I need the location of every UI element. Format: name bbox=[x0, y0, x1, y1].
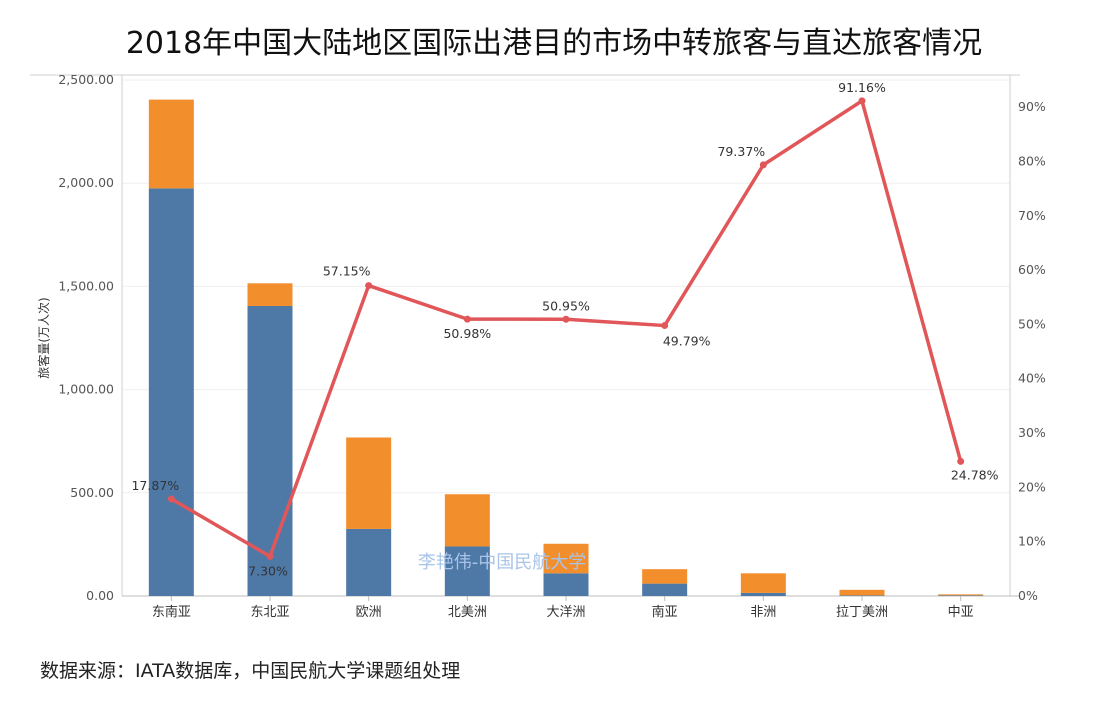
source-note: 数据来源：IATA数据库，中国民航大学课题组处理 bbox=[40, 660, 461, 682]
bar-blue bbox=[938, 595, 984, 596]
y-tick-label: 1,500.00 bbox=[58, 278, 114, 293]
bar-orange bbox=[148, 99, 194, 189]
x-tick-label: 大洋洲 bbox=[546, 605, 585, 620]
ratio-label: 50.95% bbox=[542, 298, 590, 313]
y2-tick-label: 10% bbox=[1018, 534, 1046, 549]
chart-title: 2018年中国大陆地区国际出港目的市场中转旅客与直达旅客情况 bbox=[125, 26, 983, 61]
bar-orange bbox=[543, 543, 589, 574]
ratio-point bbox=[365, 282, 373, 290]
watermark: 李艳伟-中国民航大学 bbox=[418, 552, 587, 573]
y-tick-label: 0.00 bbox=[86, 588, 114, 603]
ratio-label: 49.79% bbox=[663, 334, 711, 349]
y2-tick-label: 0% bbox=[1018, 588, 1038, 603]
bar-blue bbox=[543, 573, 589, 596]
x-tick-label: 欧洲 bbox=[356, 605, 382, 620]
x-tick-label: 非洲 bbox=[750, 605, 776, 620]
x-tick-label: 拉丁美洲 bbox=[836, 605, 888, 620]
bar-blue bbox=[444, 546, 490, 596]
ratio-point bbox=[957, 457, 965, 465]
ratio-label: 50.98% bbox=[443, 326, 491, 341]
bar-orange bbox=[642, 569, 688, 584]
y-axis-title: 旅客量(万人次) bbox=[36, 297, 51, 378]
bar-blue bbox=[740, 592, 786, 596]
y2-tick-label: 60% bbox=[1018, 262, 1046, 277]
ratio-label: 91.16% bbox=[838, 80, 886, 95]
x-tick-label: 东南亚 bbox=[152, 604, 191, 620]
ratio-label: 17.87% bbox=[131, 478, 179, 493]
y-tick-label: 2,500.00 bbox=[58, 72, 114, 87]
y2-tick-label: 90% bbox=[1018, 99, 1046, 114]
ratio-point bbox=[167, 495, 175, 503]
ratio-point bbox=[562, 315, 570, 323]
ratio-point bbox=[266, 552, 274, 560]
bar-blue bbox=[839, 595, 885, 596]
x-tick-label: 北美洲 bbox=[448, 605, 487, 620]
y-tick-label: 1,000.00 bbox=[58, 382, 114, 397]
bar-blue bbox=[642, 583, 688, 596]
ratio-line bbox=[167, 97, 965, 560]
bar-orange bbox=[346, 437, 392, 529]
data-labels: 17.87% 7.30% 57.15% 50.98% 50.95% 49.79% 79.37… bbox=[131, 80, 998, 578]
ratio-label: 79.37% bbox=[717, 144, 765, 159]
y-tick-label: 500.00 bbox=[70, 485, 114, 500]
ratio-point bbox=[661, 322, 669, 330]
ratio-point bbox=[463, 315, 471, 323]
bar-blue bbox=[148, 188, 194, 597]
ratio-label: 7.30% bbox=[248, 563, 288, 578]
ratio-point bbox=[858, 97, 866, 105]
bar-orange bbox=[444, 494, 490, 547]
y2-tick-label: 30% bbox=[1018, 425, 1046, 440]
y2-tick-label: 20% bbox=[1018, 479, 1046, 494]
y2-tick-label: 70% bbox=[1018, 208, 1046, 223]
y2-tick-label: 80% bbox=[1018, 153, 1046, 168]
bars bbox=[148, 99, 984, 597]
bar-orange bbox=[938, 594, 984, 596]
ratio-label: 24.78% bbox=[951, 467, 999, 482]
bar-orange bbox=[740, 573, 786, 593]
x-tick-label: 南亚 bbox=[652, 604, 678, 620]
y-tick-label: 2,000.00 bbox=[58, 175, 114, 190]
bar-orange bbox=[839, 589, 885, 596]
x-tick-label: 东北亚 bbox=[250, 605, 289, 620]
ratio-label: 57.15% bbox=[323, 264, 371, 279]
ratio-point bbox=[759, 161, 767, 169]
y2-tick-label: 50% bbox=[1018, 316, 1046, 331]
bar-blue bbox=[346, 528, 392, 596]
bar-orange bbox=[247, 283, 293, 307]
x-tick-label: 中亚 bbox=[948, 605, 974, 620]
y2-tick-label: 40% bbox=[1018, 371, 1046, 386]
